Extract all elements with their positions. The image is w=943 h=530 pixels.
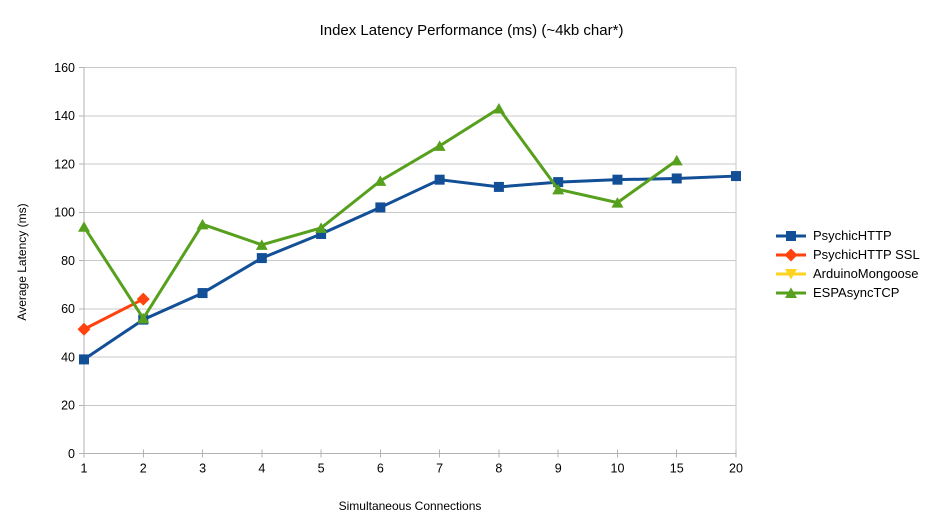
- marker-square-icon: [197, 288, 208, 299]
- legend-square-icon: [776, 230, 806, 241]
- legend-item-psychichttp: PsychicHTTP: [775, 226, 920, 245]
- tick-label: 7: [436, 462, 443, 476]
- marker-square-icon: [493, 181, 504, 192]
- legend-label: PsychicHTTP: [813, 228, 892, 243]
- marker-triangle-up-icon: [785, 287, 797, 298]
- marker-square-icon: [731, 171, 741, 182]
- marker-square-icon: [316, 228, 327, 239]
- marker-square-icon: [256, 253, 267, 264]
- tick-label: 80: [61, 254, 75, 268]
- marker-triangle-up-icon: [492, 103, 505, 114]
- marker-triangle-up-icon: [137, 312, 150, 324]
- series-psychichttp: [79, 171, 741, 365]
- tick-label: 9: [555, 462, 562, 476]
- tick-label: 2: [140, 462, 147, 476]
- tick-label: 5: [318, 462, 325, 476]
- marker-square-icon: [434, 174, 445, 185]
- x-axis-title: Simultaneous Connections: [338, 499, 482, 513]
- marker-square-icon: [375, 202, 386, 213]
- tick-label: 8: [495, 462, 502, 476]
- marker-triangle-up-icon: [552, 183, 565, 195]
- marker-square-icon: [671, 173, 682, 184]
- chart-title: Index Latency Performance (ms) (~4kb cha…: [319, 22, 624, 39]
- marker-diamond-icon: [784, 248, 798, 261]
- legend-item-psychichttp-ssl: PsychicHTTP SSL: [775, 245, 920, 264]
- marker-diamond-icon: [136, 292, 150, 306]
- marker-triangle-up-icon: [196, 218, 209, 230]
- tick-label: 140: [54, 109, 75, 123]
- marker-triangle-up-icon: [374, 175, 387, 186]
- y-axis-ticks: 0 20 40 60 80 100 120 140 160: [54, 61, 84, 461]
- marker-square-icon: [79, 354, 89, 365]
- tick-label: 4: [258, 462, 265, 476]
- tick-label: 20: [729, 462, 743, 476]
- legend-item-espasynctcp: ESPAsyncTCP: [775, 283, 920, 302]
- legend-label: PsychicHTTP SSL: [813, 247, 920, 262]
- legend-triangle-down-icon: [776, 268, 806, 279]
- tick-label: 20: [61, 399, 75, 413]
- tick-label: 40: [61, 350, 75, 364]
- tick-label: 1: [81, 462, 88, 476]
- marker-triangle-down-icon: [785, 268, 797, 279]
- y-axis-title: Average Latency (ms): [15, 203, 29, 321]
- legend-label: ESPAsyncTCP: [813, 285, 900, 300]
- marker-diamond-icon: [77, 322, 91, 336]
- marker-square-icon: [786, 230, 796, 241]
- series-line: [82, 174, 738, 361]
- tick-label: 10: [611, 462, 625, 476]
- axes: [83, 67, 736, 458]
- legend-item-arduinomongoose: ArduinoMongoose: [775, 264, 920, 283]
- tick-label: 6: [377, 462, 384, 476]
- tick-label: 60: [61, 302, 75, 316]
- gridlines: [84, 67, 737, 454]
- tick-label: 160: [54, 61, 75, 75]
- marker-square-icon: [612, 174, 623, 185]
- marker-triangle-up-icon: [255, 239, 268, 250]
- legend: PsychicHTTP PsychicHTTP SSL ArduinoMongoos…: [775, 226, 920, 302]
- series-espasynctcp: [78, 103, 683, 324]
- marker-triangle-up-icon: [315, 222, 328, 233]
- legend-triangle-up-icon: [776, 287, 806, 298]
- legend-label: ArduinoMongoose: [813, 266, 919, 281]
- tick-label: 15: [670, 462, 684, 476]
- marker-triangle-up-icon: [670, 154, 683, 166]
- marker-triangle-up-icon: [78, 221, 90, 232]
- x-axis-ticks: 1 2 3 4 5 6 7 8 9 10 15 20: [81, 449, 743, 476]
- marker-triangle-up-icon: [611, 197, 624, 208]
- tick-label: 0: [68, 447, 75, 461]
- marker-triangle-up-icon: [433, 140, 446, 151]
- legend-diamond-icon: [776, 248, 806, 261]
- tick-label: 100: [54, 206, 75, 220]
- tick-label: 3: [199, 462, 206, 476]
- tick-label: 120: [54, 157, 75, 171]
- marker-square-icon: [553, 177, 564, 188]
- series-line: [82, 107, 679, 320]
